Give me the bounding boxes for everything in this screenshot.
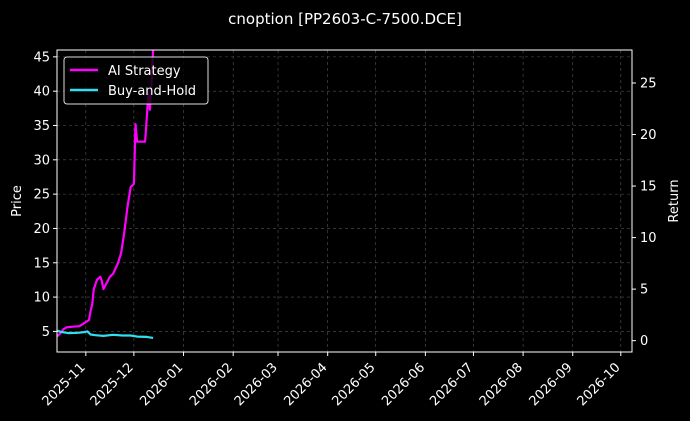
left-tick-label: 15 bbox=[33, 256, 50, 271]
right-axis-ticks: 0 5 10 15 20 25 bbox=[632, 76, 657, 349]
right-tick-label: 0 bbox=[640, 334, 648, 349]
series-line-0 bbox=[56, 49, 155, 338]
left-axis-ticks: 5 10 15 20 25 30 35 40 45 bbox=[33, 50, 57, 340]
left-tick-label: 45 bbox=[33, 50, 50, 65]
legend-label-ai-strategy: AI Strategy bbox=[108, 64, 181, 79]
left-tick-label: 5 bbox=[42, 325, 50, 340]
series-lines bbox=[56, 49, 155, 339]
left-tick-label: 20 bbox=[33, 222, 50, 237]
legend-box bbox=[63, 56, 209, 105]
plot-frame bbox=[56, 49, 633, 353]
right-tick-label: 20 bbox=[640, 128, 657, 143]
right-tick-label: 15 bbox=[640, 180, 657, 195]
right-tick-label: 10 bbox=[640, 231, 657, 246]
left-tick-label: 30 bbox=[33, 153, 50, 168]
right-axis-label: Return bbox=[667, 179, 682, 222]
right-tick-label: 5 bbox=[640, 283, 648, 298]
chart-title: cnoption [PP2603-C-7500.DCE] bbox=[228, 10, 462, 28]
left-tick-label: 35 bbox=[33, 119, 50, 134]
right-tick-label: 25 bbox=[640, 76, 657, 91]
left-tick-label: 25 bbox=[33, 188, 50, 203]
legend-label-buy-and-hold: Buy-and-Hold bbox=[108, 84, 196, 99]
left-tick-label: 40 bbox=[33, 85, 50, 100]
legend: AI Strategy Buy-and-Hold bbox=[63, 56, 209, 105]
left-axis-label: Price bbox=[10, 185, 25, 217]
left-tick-label: 10 bbox=[33, 291, 50, 306]
series-line-1 bbox=[56, 329, 154, 339]
